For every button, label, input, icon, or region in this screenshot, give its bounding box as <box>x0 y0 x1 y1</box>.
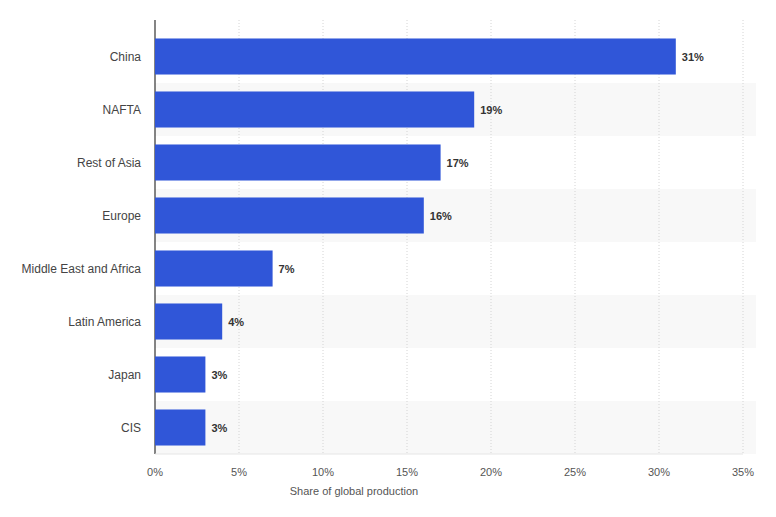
bar <box>155 409 205 445</box>
tick-label: 30% <box>648 466 670 478</box>
grid-line <box>659 20 660 454</box>
data-label: 16% <box>430 210 452 222</box>
x-axis-line <box>155 454 743 455</box>
tick-label: 20% <box>480 466 502 478</box>
row-band <box>155 189 756 242</box>
tick-label: 35% <box>732 466 754 478</box>
data-label: 3% <box>211 369 227 381</box>
grid-line <box>323 20 324 454</box>
grid-line <box>407 20 408 454</box>
x-axis-title: Share of global production <box>290 485 418 497</box>
data-label: 17% <box>447 157 469 169</box>
chart-svg: 0% 5% 10% 15% 20% 25% 30% 35% China 31% NAFTA 19% Re… <box>0 0 776 517</box>
data-label: 31% <box>682 51 704 63</box>
category-label: Latin America <box>68 315 141 329</box>
category-label: Japan <box>108 368 141 382</box>
bar <box>155 38 676 74</box>
tick-label: 15% <box>396 466 418 478</box>
bar <box>155 144 441 180</box>
grid-line <box>239 20 240 454</box>
grid-line <box>743 20 744 454</box>
category-label: Middle East and Africa <box>22 262 142 276</box>
category-label: CIS <box>121 421 141 435</box>
data-label: 7% <box>279 263 295 275</box>
row-band <box>155 295 756 348</box>
bars <box>155 38 676 445</box>
bar <box>155 303 222 339</box>
bar <box>155 197 424 233</box>
data-label: 19% <box>480 104 502 116</box>
category-label: China <box>110 50 142 64</box>
grid-line <box>491 20 492 454</box>
data-label: 3% <box>211 422 227 434</box>
category-label: Europe <box>102 209 141 223</box>
row-band <box>155 83 756 136</box>
data-label: 4% <box>228 316 244 328</box>
tick-label: 10% <box>312 466 334 478</box>
tick-label: 5% <box>231 466 247 478</box>
chart-container: 0% 5% 10% 15% 20% 25% 30% 35% China 31% NAFTA 19% Re… <box>0 0 776 517</box>
category-label: Rest of Asia <box>77 156 141 170</box>
bar <box>155 356 205 392</box>
tick-label: 0% <box>147 466 163 478</box>
bar <box>155 91 474 127</box>
category-label: NAFTA <box>103 103 141 117</box>
tick-label: 25% <box>564 466 586 478</box>
grid-line <box>575 20 576 454</box>
row-band <box>155 401 756 454</box>
bar <box>155 250 273 286</box>
